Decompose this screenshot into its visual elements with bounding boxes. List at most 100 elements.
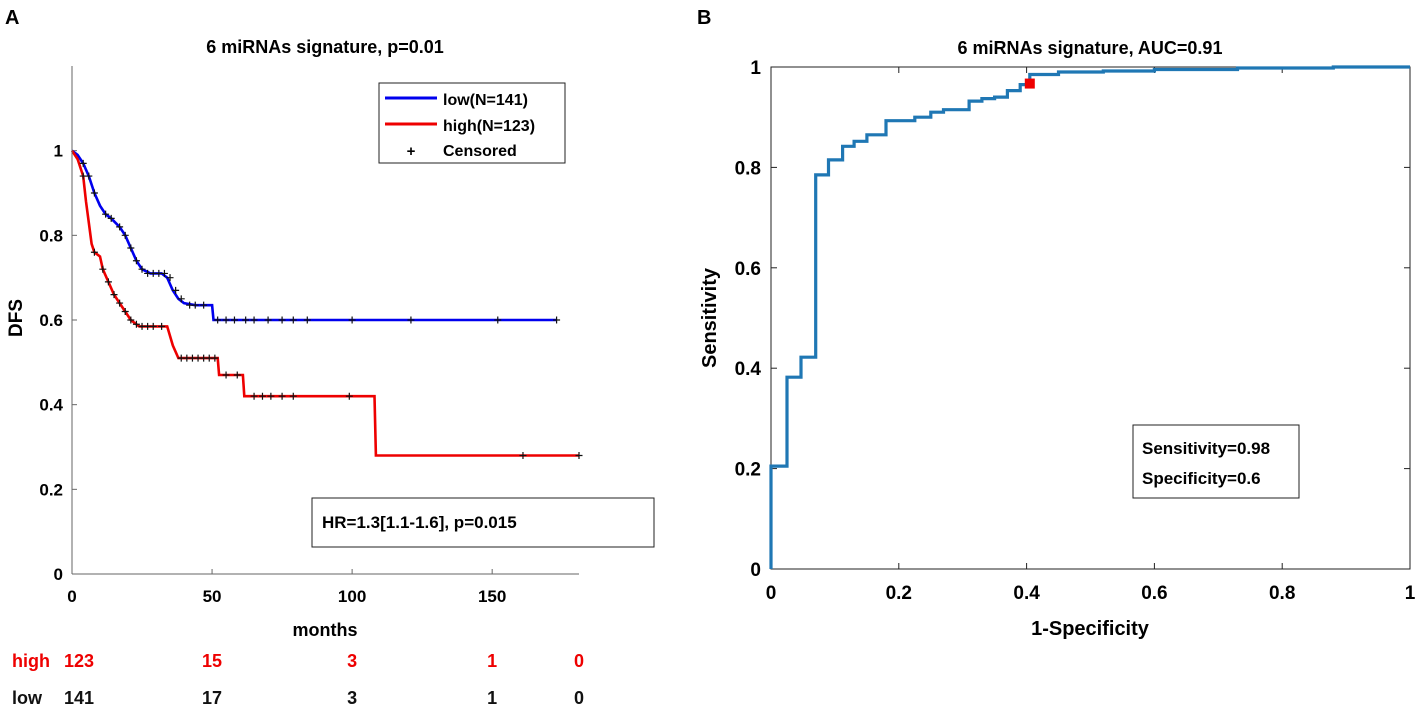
censored-marker [553,316,561,324]
km-curve-low [71,149,557,322]
risk-count: 1 [487,651,497,671]
censored-marker [278,316,286,324]
panel-b-label: B [697,7,711,29]
panel-b-roc-plot: B 6 miRNAs signature, AUC=0.91 1-Specifi… [697,7,1416,640]
risk-count: 123 [64,651,94,671]
panel-a-km-plot: A 6 miRNAs signature, p=0.01 months DFS … [5,7,655,708]
x-tick-label: 50 [203,587,222,606]
panel-b-ylabel: Sensitivity [699,267,721,368]
censored-marker [160,269,168,277]
y-tick-label: 1 [54,142,63,161]
censored-marker [200,301,208,309]
censored-marker [166,274,174,282]
censored-marker [79,172,87,180]
risk-count: 17 [202,688,222,708]
panel-a-series [70,149,579,457]
censored-marker [79,159,87,167]
panel-a-x-ticks: 0 50 100 150 [67,569,506,606]
risk-count: 3 [347,651,357,671]
censored-marker [172,286,180,294]
panel-b-xlabel: 1-Specificity [1031,618,1150,640]
x-tick-label: 0 [766,583,777,604]
hr-text: HR=1.3[1.1-1.6], p=0.015 [322,513,517,532]
panel-a-y-ticks: 0 0.2 0.4 0.6 0.8 1 [39,142,77,584]
censored-marker [90,248,98,256]
censored-marker [278,392,286,400]
censored-marker [211,354,219,362]
panel-a-label: A [5,7,19,29]
x-tick-label: 150 [478,587,506,606]
x-tick-label: 0 [67,587,76,606]
panel-a-legend: low(N=141) high(N=123) + Censored [378,82,566,164]
x-tick-label: 0.8 [1269,583,1295,604]
risk-row-label: high [12,651,50,671]
panel-b-series [769,65,1410,569]
x-tick-label: 0.4 [1013,583,1040,604]
censored-marker [407,316,415,324]
panel-a-censored-markers [79,159,583,459]
y-tick-label: 0.6 [39,311,63,330]
censored-marker [222,371,230,379]
censored-marker [104,278,112,286]
risk-row-label: low [12,688,43,708]
specificity-text: Specificity=0.6 [1142,469,1261,488]
censored-marker [90,189,98,197]
x-tick-label: 0.6 [1141,583,1167,604]
risk-count: 3 [347,688,357,708]
panel-a-xlabel: months [293,620,358,640]
panel-a-ylabel: DFS [6,299,27,337]
legend-censored-label: Censored [443,143,517,160]
censored-marker [250,316,258,324]
censored-marker [267,392,275,400]
censored-marker [250,392,258,400]
panel-a-hr-annotation: HR=1.3[1.1-1.6], p=0.015 [311,497,655,548]
panel-b-y-ticks: 0 0.2 0.4 0.6 0.8 1 [735,58,1410,581]
censored-marker [132,320,140,328]
censored-marker [345,392,353,400]
censored-marker [127,244,135,252]
risk-count: 15 [202,651,222,671]
censored-marker [519,451,527,459]
x-tick-label: 0.2 [886,583,912,604]
censored-marker [102,210,110,218]
censored-marker [264,316,272,324]
censored-marker [116,299,124,307]
censored-marker [348,316,356,324]
roc-curve [769,65,1410,569]
x-tick-label: 1 [1405,583,1416,604]
censored-marker [127,316,135,324]
censored-marker [303,316,311,324]
km-curve-high [70,149,579,457]
y-tick-label: 1 [750,58,761,79]
panel-b-plot-box [770,66,1411,570]
y-tick-label: 0.6 [735,259,761,280]
metrics-box [1132,424,1300,499]
censored-marker [191,301,199,309]
censored-marker [222,316,230,324]
panel-b-x-ticks: 0 0.2 0.4 0.6 0.8 1 [766,67,1416,604]
panel-a-title: 6 miRNAs signature, p=0.01 [206,37,444,57]
censored-marker [132,257,140,265]
hr-box [311,497,655,548]
y-tick-label: 0 [54,565,63,584]
risk-count: 141 [64,688,94,708]
censored-marker [289,392,297,400]
y-tick-label: 0.2 [39,480,63,499]
y-tick-label: 0.4 [735,359,762,380]
censored-marker [107,214,115,222]
y-tick-label: 0.8 [39,226,63,245]
legend-censored-marker: + [407,143,416,160]
y-tick-label: 0.4 [39,396,63,415]
censored-marker [575,451,583,459]
panel-b-title: 6 miRNAs signature, AUC=0.91 [958,38,1223,58]
censored-marker [110,291,118,299]
censored-marker [138,265,146,273]
panel-a-risk-table: high 123 15 3 1 0 low 141 17 3 1 0 [12,651,584,708]
legend-low-label: low(N=141) [443,92,528,109]
censored-marker [149,322,157,330]
sensitivity-text: Sensitivity=0.98 [1142,439,1270,458]
operating-point-marker [1024,78,1035,89]
censored-marker [99,265,107,273]
x-tick-label: 100 [338,587,366,606]
y-tick-label: 0.2 [735,460,761,481]
